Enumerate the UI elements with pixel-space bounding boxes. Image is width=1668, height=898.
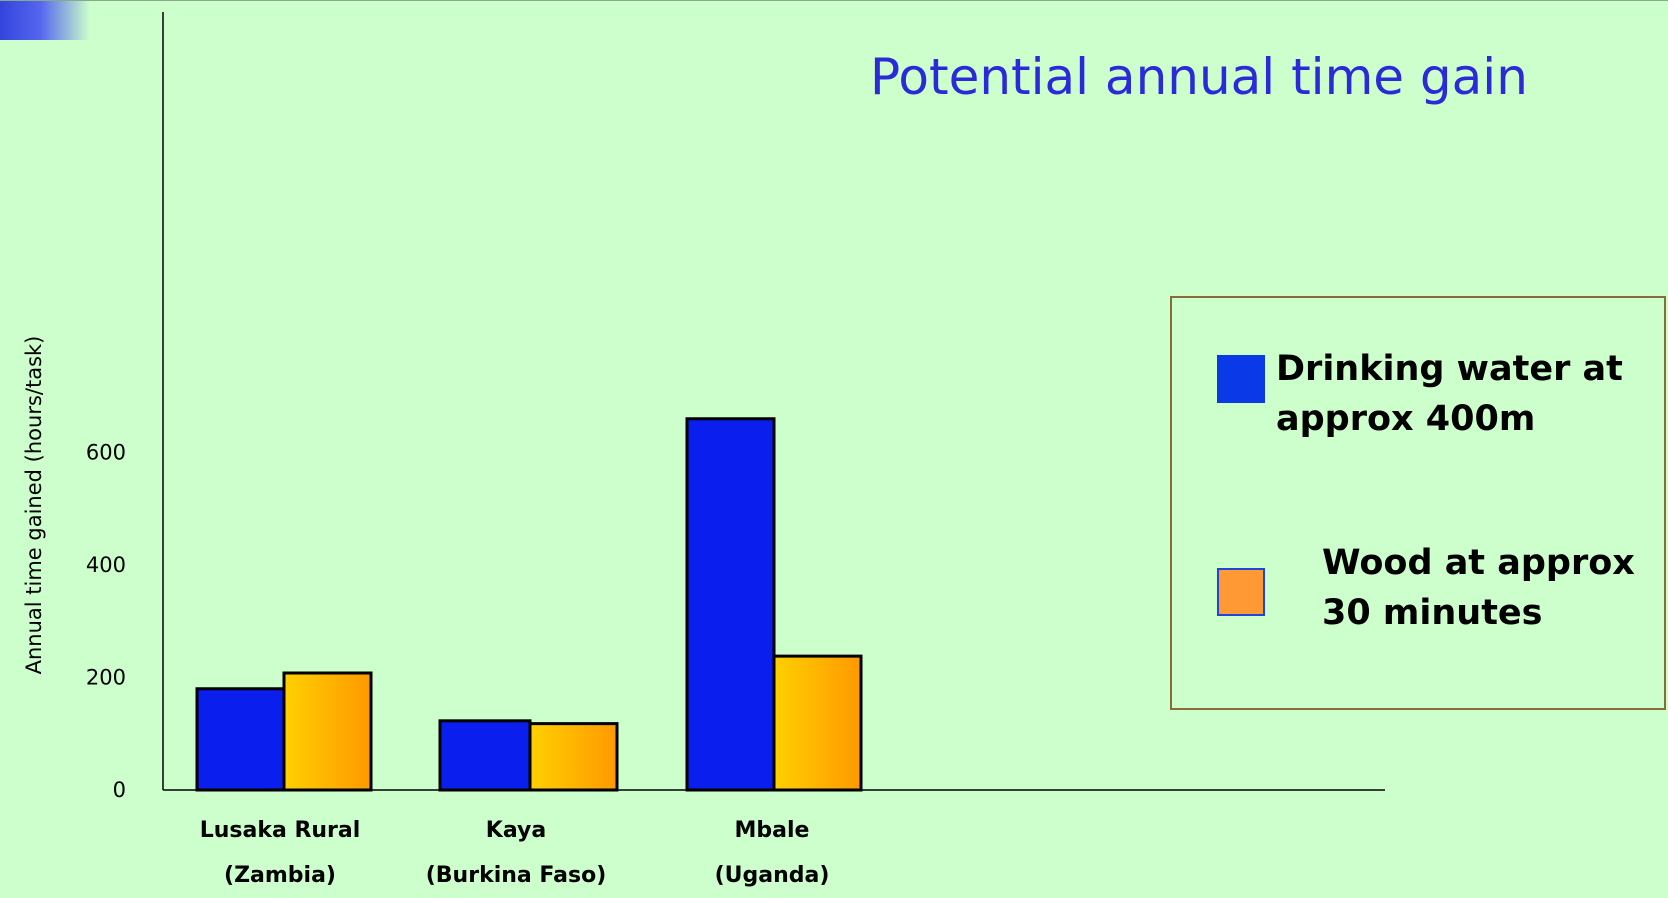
bar-wood-0 xyxy=(282,671,373,792)
legend-label-water: Drinking water at approx 400m xyxy=(1276,349,1623,439)
top-border-line xyxy=(0,0,1668,1)
legend-swatch-wood xyxy=(1217,568,1265,616)
y-tick-label-600: 600 xyxy=(86,441,126,465)
bar-wood-1 xyxy=(528,722,619,792)
category-label-2: Mbale (Uganda) xyxy=(714,818,830,888)
y-tick-labels: 0 200 400 600 xyxy=(86,441,126,803)
bar-water-1 xyxy=(438,719,532,792)
bar-water-2 xyxy=(685,417,776,792)
legend-label-wood: Wood at approx 30 minutes xyxy=(1322,543,1635,633)
corner-accent-decoration xyxy=(0,0,90,40)
y-tick-label-0: 0 xyxy=(113,778,126,802)
legend: Drinking water at approx 400m Wood at ap… xyxy=(1170,296,1666,710)
y-tick-label-200: 200 xyxy=(86,666,126,690)
y-tick-label-400: 400 xyxy=(86,553,126,577)
bar-wood-2 xyxy=(772,654,863,792)
category-label-1: Kaya (Burkina Faso) xyxy=(425,818,607,888)
y-axis-label: Annual time gained (hours/task) xyxy=(22,335,46,675)
bar-water-0 xyxy=(195,687,286,792)
category-label-0: Lusaka Rural (Zambia) xyxy=(199,818,361,888)
bars xyxy=(195,417,863,792)
legend-swatch-water xyxy=(1217,355,1265,403)
chart-title: Potential annual time gain xyxy=(870,48,1528,106)
